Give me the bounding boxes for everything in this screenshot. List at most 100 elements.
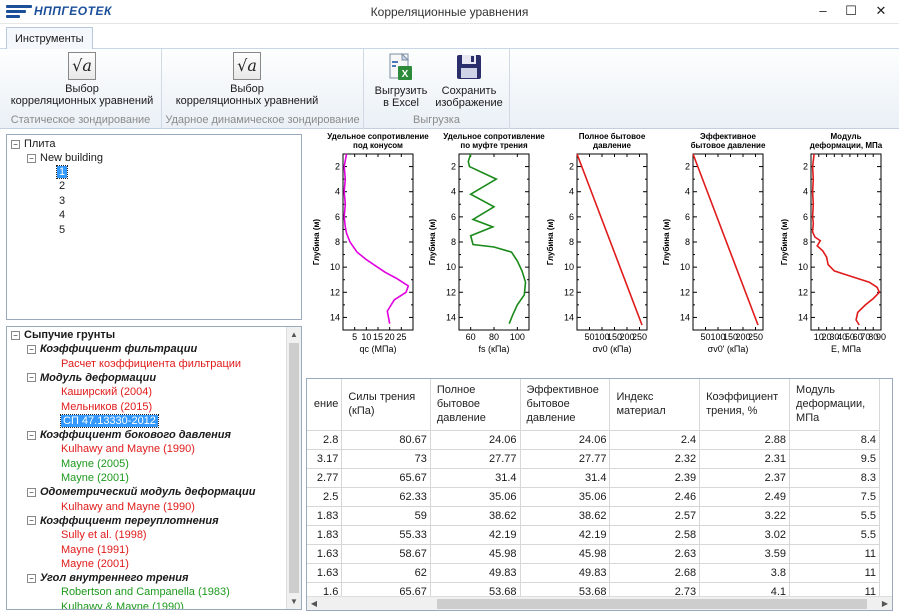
table-cell[interactable]: 11 [789, 563, 880, 583]
tree-node-category[interactable]: − Коэффициент переуплотнения [27, 515, 219, 527]
table-cell[interactable]: 73 [341, 449, 431, 469]
table-cell[interactable]: 1.83 [307, 525, 343, 545]
scrollbar-thumb[interactable] [437, 599, 867, 609]
collapse-icon[interactable]: − [11, 330, 20, 340]
table-cell[interactable]: 2.8 [307, 430, 343, 450]
tree-node-equation[interactable]: Mayne (2001) [61, 558, 129, 570]
table-cell[interactable]: 62 [341, 563, 431, 583]
collapse-icon[interactable]: − [27, 487, 36, 497]
export-excel-button[interactable]: X Выгрузить в Excel [370, 52, 432, 109]
table-cell[interactable]: 3.8 [699, 563, 791, 583]
scrollbar-thumb[interactable] [289, 343, 299, 593]
table-cell[interactable]: 7.5 [789, 487, 880, 507]
table-cell[interactable]: 8.4 [789, 430, 880, 450]
table-cell[interactable]: 45.98 [520, 544, 611, 564]
table-cell[interactable]: 8.3 [789, 468, 880, 488]
table-cell[interactable]: 42.19 [430, 525, 521, 545]
table-cell[interactable]: 2.77 [307, 468, 343, 488]
tree-node-category[interactable]: − Коэффициент бокового давления [27, 429, 231, 441]
tree-node-equation[interactable]: Kulhawy & Mayne (1990) [61, 601, 184, 609]
table-row[interactable]: 2.5 62.33 35.06 35.06 2.46 2.49 7.5 [307, 487, 880, 507]
tree-node-equation[interactable]: Мельников (2015) [61, 401, 152, 413]
table-cell[interactable]: 1.83 [307, 506, 343, 526]
table-cell[interactable]: 31.4 [520, 468, 611, 488]
table-cell[interactable]: 1.63 [307, 563, 343, 583]
table-cell[interactable]: 2.57 [609, 506, 701, 526]
table-row[interactable]: 1.63 62 49.83 49.83 2.68 3.8 11 [307, 563, 880, 583]
tree-node-equation[interactable]: Mayne (1991) [61, 544, 129, 556]
tree-node-item-2[interactable]: 2 [59, 180, 66, 192]
table-cell[interactable]: 55.33 [341, 525, 431, 545]
tree-node-equation[interactable]: СП 47.13330-2012 [60, 413, 159, 428]
tree-node-item-5[interactable]: 5 [59, 224, 66, 236]
table-cell[interactable]: 3.22 [699, 506, 791, 526]
table-cell[interactable]: 49.83 [520, 563, 611, 583]
table-cell[interactable]: 3.17 [307, 449, 343, 469]
table-row[interactable]: 1.83 55.33 42.19 42.19 2.58 3.02 5.5 [307, 525, 880, 545]
tree-node-equation[interactable]: Каширский (2004) [61, 386, 152, 398]
collapse-icon[interactable]: − [27, 373, 36, 383]
collapse-icon[interactable]: − [27, 516, 36, 526]
close-button[interactable]: ✕ [875, 3, 887, 18]
table-cell[interactable]: 2.37 [699, 468, 791, 488]
tree-node-category[interactable]: − Одометрический модуль деформации [27, 486, 255, 498]
static-correlation-button[interactable]: √a Выбор корреляционных уравнений [10, 52, 154, 107]
dynamic-correlation-button[interactable]: √a Выбор корреляционных уравнений [172, 52, 322, 107]
tree-node-item-1[interactable]: 1 [55, 165, 69, 179]
tree-node-soil-root[interactable]: − Сыпучие грунты [11, 329, 115, 341]
column-header[interactable]: ение [307, 379, 343, 431]
tree-node-category[interactable]: − Модуль деформации [27, 372, 156, 384]
collapse-icon[interactable]: − [27, 430, 36, 440]
scroll-left-icon[interactable]: ◀ [310, 599, 318, 608]
table-row[interactable]: 2.8 80.67 24.06 24.06 2.4 2.88 8.4 [307, 430, 880, 450]
column-header[interactable]: Индекс материал [609, 379, 701, 431]
table-cell[interactable]: 2.68 [609, 563, 701, 583]
table-cell[interactable]: 80.67 [341, 430, 431, 450]
table-cell[interactable]: 31.4 [430, 468, 521, 488]
collapse-icon[interactable]: − [11, 139, 20, 149]
tree-node-equation[interactable]: Kulhawy and Mayne (1990) [61, 443, 195, 455]
table-cell[interactable]: 9.5 [789, 449, 880, 469]
table-row[interactable]: 3.17 73 27.77 27.77 2.32 2.31 9.5 [307, 449, 880, 469]
table-cell[interactable]: 24.06 [430, 430, 521, 450]
tree-node-root[interactable]: − Плита [11, 138, 56, 150]
scroll-right-icon[interactable]: ▶ [881, 599, 889, 608]
table-cell[interactable]: 27.77 [520, 449, 611, 469]
tab-instruments[interactable]: Инструменты [6, 27, 93, 50]
table-cell[interactable]: 2.49 [699, 487, 791, 507]
horizontal-scrollbar[interactable]: ◀ ▶ [307, 596, 892, 610]
tree-node-building[interactable]: − New building [27, 152, 103, 164]
table-cell[interactable]: 38.62 [430, 506, 521, 526]
maximize-button[interactable]: ☐ [845, 3, 857, 18]
table-cell[interactable]: 45.98 [430, 544, 521, 564]
tree-node-equation[interactable]: Kulhawy and Mayne (1990) [61, 501, 195, 513]
table-cell[interactable]: 2.5 [307, 487, 343, 507]
table-cell[interactable]: 58.67 [341, 544, 431, 564]
collapse-icon[interactable]: − [27, 153, 36, 163]
table-cell[interactable]: 38.62 [520, 506, 611, 526]
table-cell[interactable]: 42.19 [520, 525, 611, 545]
table-row[interactable]: 1.83 59 38.62 38.62 2.57 3.22 5.5 [307, 506, 880, 526]
table-cell[interactable]: 59 [341, 506, 431, 526]
tree-node-equation[interactable]: Расчет коэффициента фильтрации [61, 358, 241, 370]
table-cell[interactable]: 62.33 [341, 487, 431, 507]
tree-node-category[interactable]: − Угол внутреннего трения [27, 572, 189, 584]
column-header[interactable]: Модуль деформации, МПа [789, 379, 880, 431]
minimize-button[interactable]: – [819, 3, 827, 18]
table-cell[interactable]: 35.06 [520, 487, 611, 507]
table-cell[interactable]: 11 [789, 544, 880, 564]
collapse-icon[interactable]: − [27, 573, 36, 583]
table-cell[interactable]: 3.59 [699, 544, 791, 564]
column-header[interactable]: Эффективное бытовое давление [520, 379, 611, 431]
table-cell[interactable]: 2.32 [609, 449, 701, 469]
tree-node-item-3[interactable]: 3 [59, 195, 66, 207]
tree-node-equation[interactable]: Robertson and Campanella (1983) [61, 586, 230, 598]
scroll-down-icon[interactable]: ▼ [290, 597, 298, 606]
tree-node-category[interactable]: − Коэффициент фильтрации [27, 343, 197, 355]
table-cell[interactable]: 2.46 [609, 487, 701, 507]
scroll-up-icon[interactable]: ▲ [290, 330, 298, 339]
table-cell[interactable]: 5.5 [789, 506, 880, 526]
tree-node-equation[interactable]: Mayne (2001) [61, 472, 129, 484]
tree-node-item-4[interactable]: 4 [59, 209, 66, 221]
table-cell[interactable]: 2.31 [699, 449, 791, 469]
